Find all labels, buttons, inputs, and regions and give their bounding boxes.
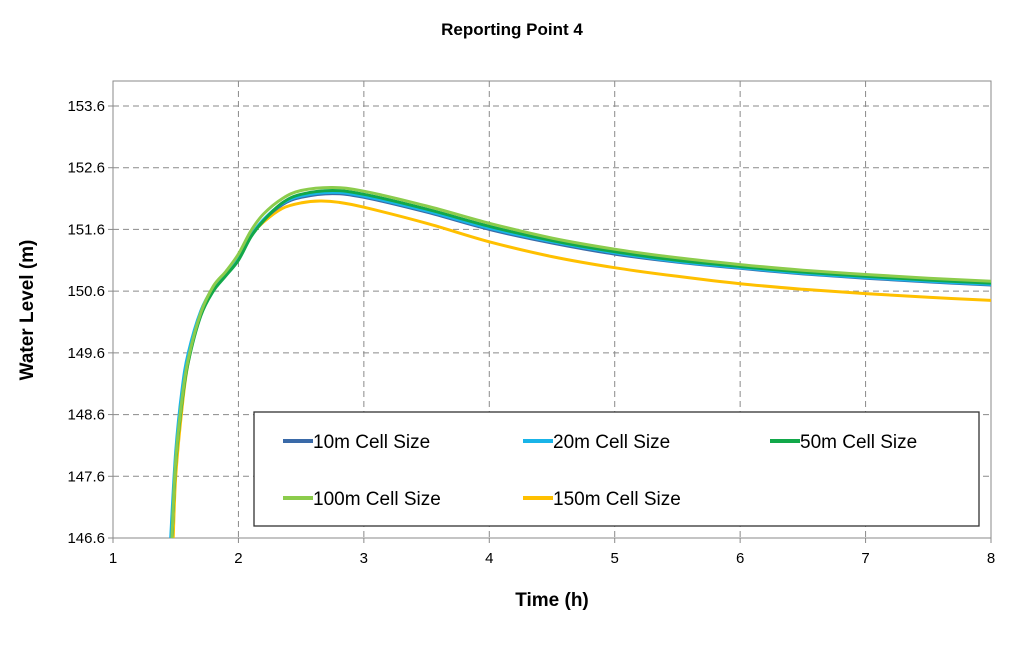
series-line-100m-cell-size [170, 185, 992, 539]
plot-area-border [112, 80, 992, 539]
x-axis: 1 2 3 4 5 6 7 8 [109, 538, 995, 567]
y-axis-label: Water Level (m) [17, 240, 38, 381]
x-tick-label: 8 [987, 550, 995, 567]
legend-label: 100m Cell Size [313, 489, 441, 510]
y-tick-label: 147.6 [67, 468, 105, 485]
legend-item: 50m Cell Size [770, 432, 917, 453]
x-tick-label: 1 [109, 550, 117, 567]
legend-item: 10m Cell Size [283, 432, 430, 453]
y-tick-label: 148.6 [67, 407, 105, 424]
legend-item: 150m Cell Size [523, 489, 681, 510]
y-axis: 146.6 147.6 148.6 149.6 150.6 151.6 152.6 153.6 [67, 98, 113, 547]
y-tick-label: 151.6 [67, 221, 105, 238]
y-tick-label: 149.6 [67, 345, 105, 362]
legend-label: 10m Cell Size [313, 432, 430, 453]
series-lines [169, 185, 992, 539]
x-tick-label: 3 [360, 550, 368, 567]
y-tick-label: 152.6 [67, 160, 105, 177]
x-tick-label: 7 [861, 550, 869, 567]
x-tick-label: 5 [611, 550, 619, 567]
legend: 10m Cell Size 20m Cell Size 50m Cell Size 1… [253, 411, 980, 527]
y-tick-label: 146.6 [67, 530, 105, 547]
y-tick-label: 150.6 [67, 283, 105, 300]
x-tick-label: 6 [736, 550, 744, 567]
legend-label: 150m Cell Size [553, 489, 681, 510]
legend-label: 50m Cell Size [800, 432, 917, 453]
x-tick-label: 2 [234, 550, 242, 567]
legend-label: 20m Cell Size [553, 432, 670, 453]
legend-item: 100m Cell Size [283, 489, 441, 510]
legend-item: 20m Cell Size [523, 432, 670, 453]
x-tick-label: 4 [485, 550, 493, 567]
y-tick-label: 153.6 [67, 98, 105, 115]
legend-box [253, 411, 980, 527]
x-axis-label: Time (h) [515, 590, 589, 611]
chart-title: Reporting Point 4 [441, 20, 583, 39]
